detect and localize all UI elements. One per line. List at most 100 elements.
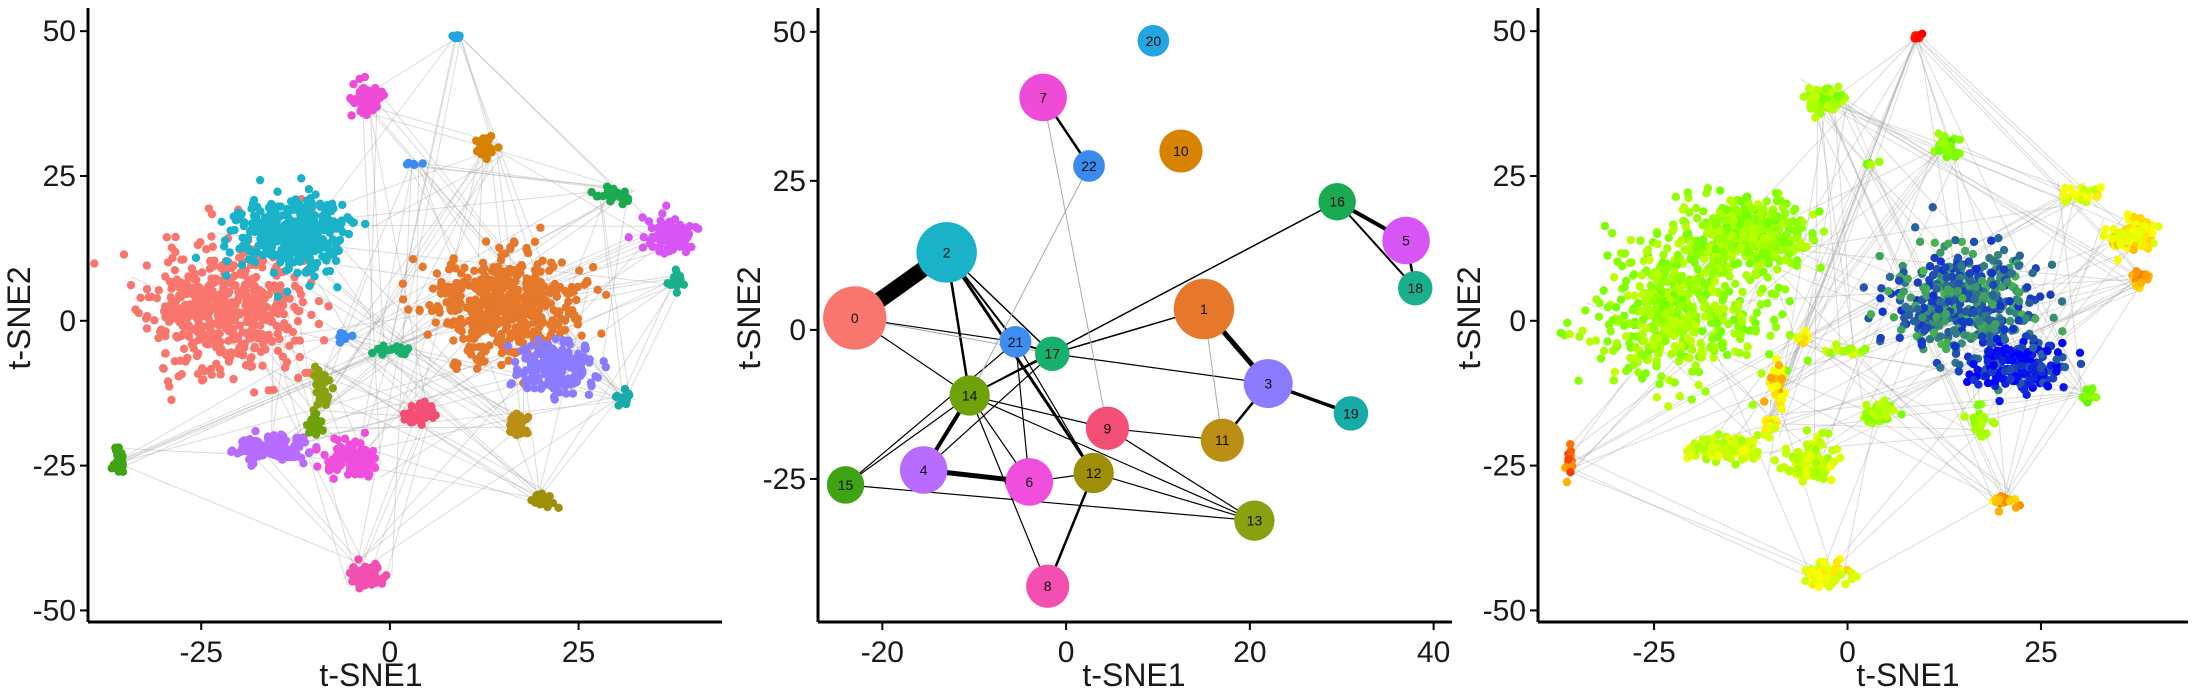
data-point [2031, 314, 2040, 323]
node-label-12: 12 [1086, 465, 1102, 481]
data-point [187, 340, 197, 349]
data-point [275, 225, 285, 234]
data-point [563, 289, 572, 298]
data-point [1737, 318, 1747, 327]
data-point [269, 268, 279, 278]
data-point [315, 394, 324, 404]
data-point [1662, 277, 1671, 286]
data-point [1683, 447, 1692, 456]
data-point [546, 258, 556, 267]
data-point [256, 321, 265, 330]
data-point [658, 209, 667, 218]
data-point [2048, 374, 2058, 383]
left-point-layer [90, 31, 703, 593]
data-point [1652, 360, 1661, 369]
data-point [1707, 442, 1717, 452]
data-point [1749, 229, 1758, 238]
data-point [466, 350, 476, 359]
data-point [2019, 354, 2029, 363]
data-point [1799, 92, 1808, 101]
panel-right-connector-edge [1769, 36, 1917, 406]
panel-left-connector-edge [328, 156, 488, 396]
data-point [1821, 84, 1830, 94]
data-point [1654, 349, 1663, 358]
data-point [404, 305, 413, 314]
data-point [175, 291, 184, 300]
data-point [1629, 360, 1638, 370]
data-point [2020, 385, 2029, 395]
panel-left-y-tick-label: 25 [43, 160, 76, 193]
data-point [1722, 222, 1731, 232]
data-point [1994, 495, 2003, 504]
node-label-16: 16 [1329, 194, 1345, 210]
node-label-21: 21 [1008, 334, 1024, 350]
data-point [386, 345, 396, 354]
data-point [1738, 287, 1747, 297]
data-point [230, 225, 239, 235]
data-point [1673, 256, 1682, 265]
data-point [1650, 341, 1659, 350]
data-point [644, 217, 654, 226]
data-point [261, 448, 270, 457]
panel-left-connector-edge [124, 188, 596, 458]
panel-left-connector-edge [412, 164, 605, 189]
panel-middle-y-tick-label: 0 [789, 314, 806, 347]
panel-right-connector-edge [1867, 280, 2138, 346]
data-point [154, 286, 163, 295]
node-label-11: 11 [1215, 432, 1230, 448]
data-point [343, 212, 352, 222]
data-point [357, 575, 366, 585]
node-label-4: 4 [920, 462, 928, 478]
data-point [2058, 338, 2067, 348]
data-point [1736, 330, 1745, 339]
data-point [191, 253, 201, 263]
data-point [281, 363, 290, 372]
data-point [1747, 204, 1757, 213]
data-point [1993, 351, 2003, 360]
left-y-axis-title: t-SNE2 [1, 266, 37, 369]
data-point [613, 188, 622, 197]
panel-right-cluster-15 [1561, 440, 1577, 487]
data-point [167, 395, 176, 405]
data-point [301, 268, 311, 277]
panel-right-connector-edge [1686, 283, 1813, 578]
data-point [504, 356, 513, 365]
panel-right-connector-edge [1564, 469, 1823, 574]
data-point [1594, 312, 1604, 322]
data-point [250, 342, 260, 351]
data-point [2046, 290, 2055, 299]
data-point [2108, 234, 2117, 244]
data-point [601, 362, 611, 372]
data-point [1798, 477, 1807, 486]
node-label-22: 22 [1081, 158, 1097, 174]
data-point [1701, 387, 1710, 396]
data-point [681, 231, 690, 241]
data-point [320, 242, 330, 252]
panel-right-connector-edge [1843, 415, 1876, 574]
data-point [469, 300, 478, 309]
data-point [293, 268, 302, 278]
data-point [2136, 214, 2145, 223]
data-point [2035, 292, 2045, 301]
data-point [509, 280, 518, 290]
data-point [443, 318, 452, 327]
data-point [552, 292, 562, 301]
data-point [2014, 288, 2024, 297]
data-point [1711, 244, 1720, 254]
data-point [317, 236, 326, 246]
data-point [2057, 297, 2067, 306]
data-point [1771, 290, 1780, 299]
data-point [355, 584, 364, 593]
panel-left-connector-edge [322, 228, 519, 434]
panel-left-cluster-20 [448, 31, 464, 43]
panel-left-connector-edge [385, 410, 433, 576]
data-point [2027, 363, 2037, 373]
panel-left-connector-edge [397, 146, 496, 415]
data-point [1596, 354, 1606, 363]
node-2 [916, 222, 977, 283]
data-point [2025, 298, 2034, 307]
data-point [1690, 258, 1699, 267]
data-point [1961, 307, 1970, 316]
data-point [182, 289, 191, 299]
data-point [434, 304, 444, 313]
